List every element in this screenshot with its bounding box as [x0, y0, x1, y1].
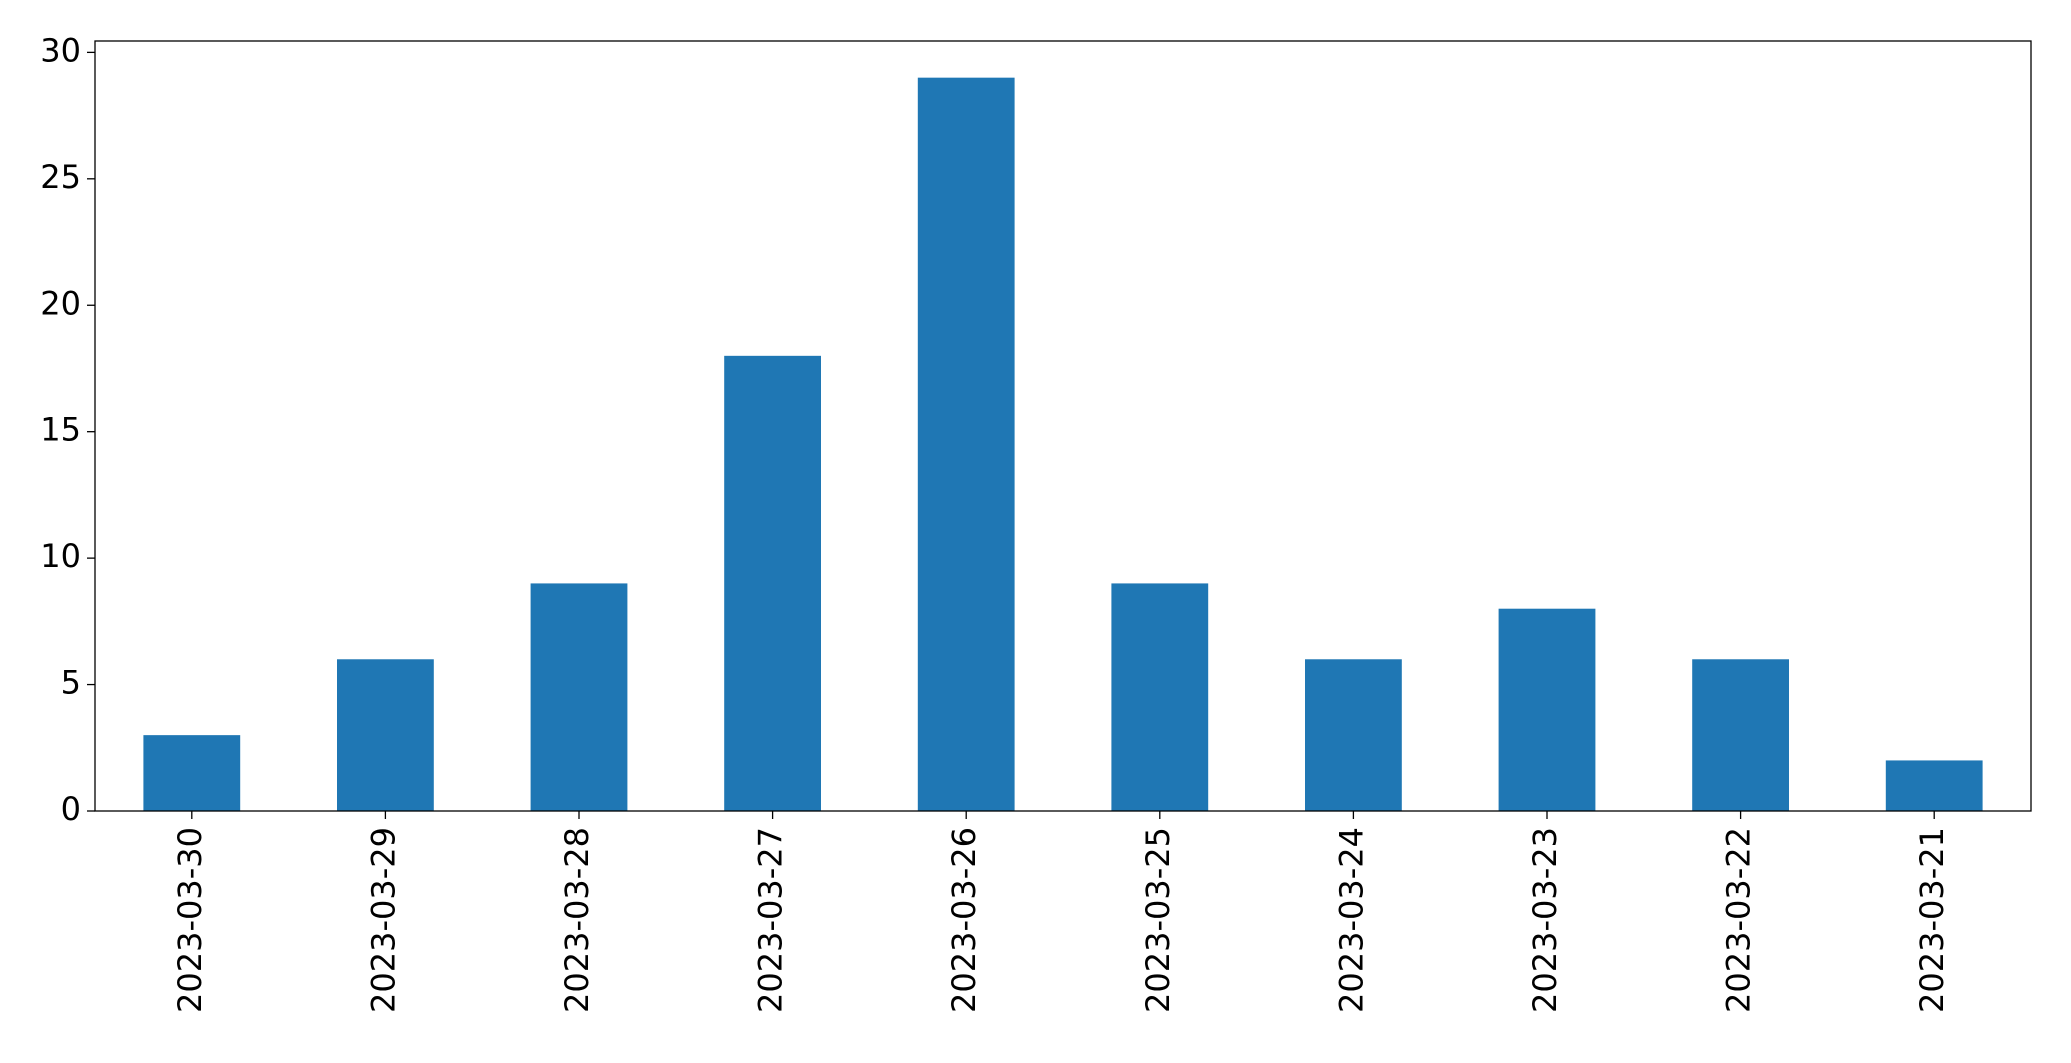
y-tick-label: 30 [40, 31, 81, 69]
bar [143, 735, 241, 811]
bar [530, 583, 628, 811]
y-tick-label: 15 [40, 411, 81, 449]
x-tick-label: 2023-03-24 [1332, 827, 1370, 1013]
x-tick-label: 2023-03-23 [1526, 827, 1564, 1013]
plot-frame [94, 40, 2032, 812]
x-tick-label: 2023-03-30 [171, 827, 209, 1013]
x-tick-label: 2023-03-22 [1720, 827, 1758, 1013]
bar [1692, 659, 1789, 811]
x-tick-label: 2023-03-29 [364, 827, 402, 1013]
bar [1111, 583, 1209, 811]
y-tick-label: 5 [61, 664, 81, 702]
x-tick-label: 2023-03-26 [945, 827, 983, 1013]
y-tick-label: 0 [61, 790, 81, 828]
bar [1498, 608, 1596, 811]
y-tick-label: 10 [40, 537, 81, 575]
bar [917, 77, 1015, 811]
x-tick-label: 2023-03-25 [1139, 827, 1177, 1013]
y-tick-label: 20 [40, 284, 81, 322]
x-tick-label: 2023-03-21 [1913, 827, 1951, 1013]
bar [1305, 659, 1402, 811]
bar [1885, 760, 1983, 811]
x-tick-label: 2023-03-28 [558, 827, 596, 1013]
bar [337, 659, 434, 811]
bar [724, 355, 821, 811]
x-tick-label: 2023-03-27 [752, 827, 790, 1013]
y-tick-label: 25 [40, 158, 81, 196]
